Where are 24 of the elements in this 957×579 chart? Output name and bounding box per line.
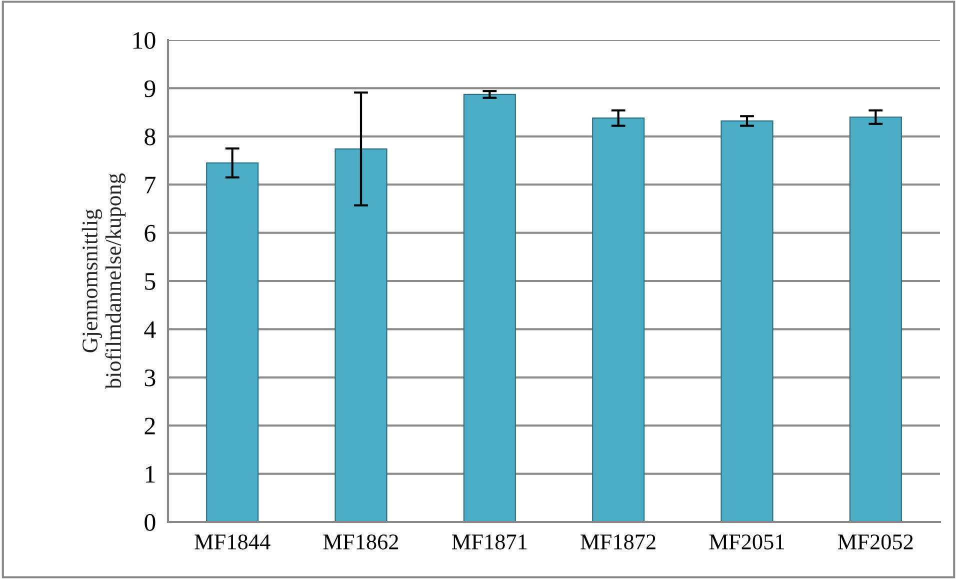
- bar: [334, 148, 388, 522]
- y-tick-label: 4: [144, 321, 156, 338]
- bar: [592, 118, 645, 522]
- bar: [849, 116, 902, 522]
- y-tick-label: 7: [145, 176, 156, 194]
- y-axis-title: Gjennomsnittlig biofilmdannelse/kupong: [82, 173, 126, 390]
- bar: [206, 162, 259, 522]
- x-tick-label: MF2051: [709, 534, 784, 550]
- y-tick-label: 2: [144, 418, 155, 434]
- y-tick-label: 3: [144, 370, 156, 386]
- x-tick-label: MF1844: [194, 534, 270, 550]
- y-tick-label: 8: [144, 128, 156, 146]
- y-tick-label: 0: [144, 514, 156, 531]
- x-tick-label: MF2052: [838, 534, 913, 550]
- bar: [463, 94, 516, 522]
- y-tick-label: 1: [146, 466, 155, 482]
- x-tick-label: MF1872: [580, 534, 656, 550]
- y-tick-label: 9: [144, 80, 156, 98]
- x-tick-label: MF1871: [452, 534, 527, 550]
- y-tick-label: 5: [145, 273, 156, 290]
- x-tick-label: MF1862: [323, 534, 398, 550]
- bar: [720, 120, 774, 522]
- y-tick-label: 6: [144, 224, 156, 242]
- y-tick-label: 10: [133, 32, 156, 49]
